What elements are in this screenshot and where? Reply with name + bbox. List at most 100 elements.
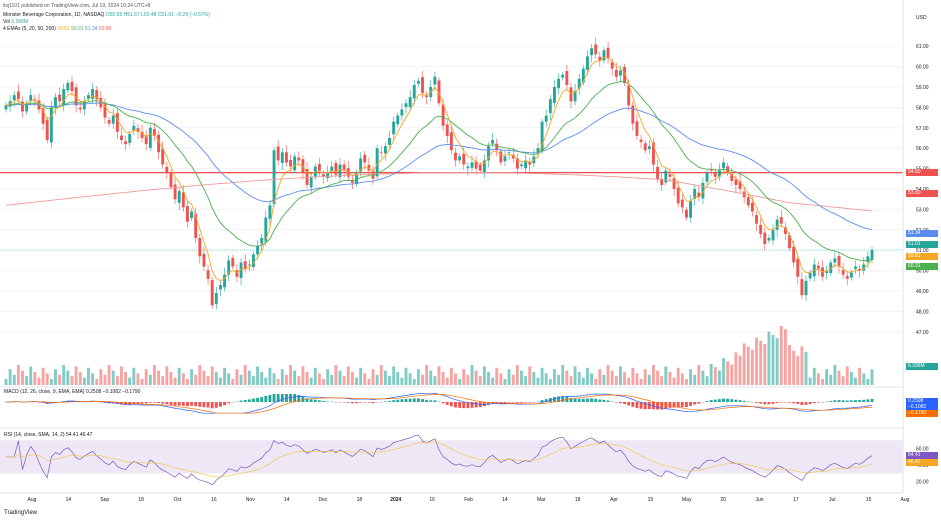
candle bbox=[849, 269, 853, 281]
macd-bar bbox=[227, 402, 231, 404]
candle bbox=[115, 109, 119, 140]
macd-bar bbox=[136, 402, 140, 404]
rsi-label: RSI (14, close, SMA, 14, 2) 54.41 46.47 bbox=[4, 432, 93, 438]
volume-bar bbox=[693, 374, 697, 385]
volume-bar bbox=[41, 367, 45, 385]
candle bbox=[186, 201, 189, 228]
volume-bar bbox=[503, 379, 507, 385]
candle bbox=[557, 73, 561, 95]
volume-bar bbox=[190, 369, 194, 385]
volume-bar bbox=[404, 367, 408, 385]
candle bbox=[783, 222, 787, 241]
macd-bar bbox=[841, 400, 845, 402]
volume-bar bbox=[62, 365, 66, 385]
macd-bar bbox=[672, 402, 676, 408]
macd-bar bbox=[544, 399, 548, 402]
candle bbox=[416, 77, 420, 87]
macd-bar bbox=[190, 402, 194, 406]
volume-bar bbox=[350, 372, 354, 385]
volume-bar bbox=[289, 365, 292, 385]
volume-bar bbox=[268, 367, 272, 385]
volume-bar bbox=[313, 367, 317, 385]
volume-bar bbox=[33, 372, 37, 385]
volume-bar bbox=[330, 374, 334, 385]
volume-bar bbox=[115, 376, 119, 385]
candle bbox=[41, 103, 45, 130]
candle bbox=[388, 130, 391, 150]
candle bbox=[808, 269, 812, 282]
macd-bar bbox=[260, 397, 264, 402]
volume-bar bbox=[235, 369, 239, 385]
macd-bar bbox=[202, 402, 206, 408]
candle bbox=[520, 161, 523, 170]
candle bbox=[594, 37, 598, 59]
volume-bar bbox=[577, 372, 581, 385]
price-tag: 51.01 bbox=[906, 240, 938, 248]
volume-bar bbox=[425, 365, 429, 385]
volume-bar bbox=[833, 365, 837, 385]
candle bbox=[243, 254, 247, 273]
candle bbox=[705, 169, 709, 185]
volume-bar bbox=[8, 369, 12, 385]
macd-label: MACD (12, 26, close, 9, EMA, EMA) 0.2508… bbox=[4, 389, 141, 395]
ema50-line bbox=[5, 102, 873, 231]
volume-bar bbox=[684, 379, 688, 385]
volume-bar bbox=[256, 366, 259, 385]
candle bbox=[66, 79, 70, 94]
volume-bar bbox=[829, 374, 833, 385]
volume-bar bbox=[16, 365, 20, 385]
volume-bar bbox=[722, 358, 725, 385]
candle bbox=[272, 147, 276, 208]
macd-bar bbox=[124, 402, 128, 405]
volume-bar bbox=[746, 346, 750, 385]
candle bbox=[449, 125, 453, 155]
volume-bar bbox=[796, 356, 800, 385]
rsi-axis-label: 60.00 bbox=[916, 447, 929, 453]
price-axis-label: 47.00 bbox=[916, 330, 929, 336]
volume-bar bbox=[346, 366, 350, 385]
volume-bar bbox=[260, 372, 264, 385]
volume-bar bbox=[144, 369, 148, 385]
volume-bar bbox=[280, 369, 284, 385]
candle bbox=[107, 116, 111, 127]
macd-bar bbox=[870, 398, 874, 402]
candle bbox=[515, 153, 519, 175]
candle bbox=[474, 156, 478, 175]
volume-bar bbox=[243, 365, 247, 385]
candle bbox=[458, 153, 462, 164]
macd-bar bbox=[614, 402, 618, 403]
volume-bar bbox=[449, 367, 453, 385]
tradingview-logo: TradingView bbox=[4, 510, 38, 516]
macd-bar bbox=[643, 402, 647, 410]
macd-bar bbox=[289, 394, 292, 402]
time-axis-label: 18 bbox=[138, 497, 144, 503]
candle bbox=[276, 140, 280, 166]
macd-bar bbox=[218, 402, 222, 407]
candle bbox=[177, 186, 181, 211]
macd-bar bbox=[660, 402, 664, 410]
macd-bar bbox=[829, 400, 833, 402]
macd-bar bbox=[627, 402, 631, 406]
volume-bar bbox=[202, 370, 206, 385]
volume-bar bbox=[837, 370, 841, 385]
volume-bar bbox=[124, 372, 128, 385]
candle bbox=[305, 161, 309, 189]
candle bbox=[359, 152, 363, 177]
volume-bar bbox=[812, 367, 816, 385]
candle bbox=[821, 260, 824, 281]
candle bbox=[355, 169, 358, 188]
volume-bar bbox=[590, 373, 594, 385]
macd-bar bbox=[524, 402, 528, 403]
candle bbox=[202, 246, 206, 271]
price-tag: 50.61 bbox=[906, 252, 938, 260]
candle bbox=[569, 83, 573, 109]
currency-label: USD bbox=[916, 15, 927, 21]
time-axis-label: 18 bbox=[575, 497, 581, 503]
macd-bar bbox=[445, 402, 449, 405]
volume-bar bbox=[66, 370, 70, 385]
candle bbox=[429, 79, 433, 102]
ema200-line bbox=[5, 172, 873, 212]
volume-bar bbox=[375, 374, 379, 385]
price-tag: 50.31 bbox=[906, 263, 938, 271]
